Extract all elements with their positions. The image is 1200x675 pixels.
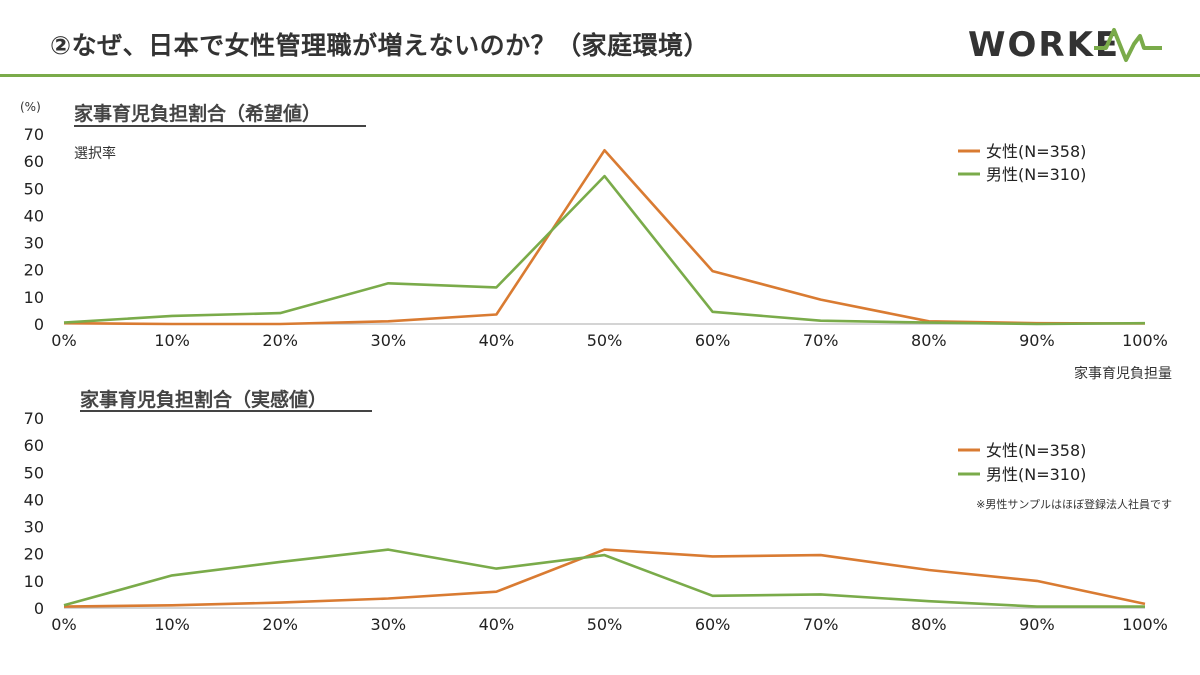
chart-1-y-tick-label: 30 xyxy=(24,518,44,537)
chart-1-x-tick-label: 0% xyxy=(51,615,76,634)
chart-1-x-tick-label: 100% xyxy=(1122,615,1168,634)
chart-1-y-tick-label: 40 xyxy=(24,490,44,509)
chart-1-x-tick-label: 10% xyxy=(154,615,190,634)
chart-1-y-tick-label: 60 xyxy=(24,436,44,455)
logo-x-wave xyxy=(1094,28,1162,62)
chart-1-footnote: ※男性サンプルはほぼ登録法人社員です xyxy=(976,497,1172,511)
chart-0-title: 家事育児負担割合（希望値） xyxy=(74,102,321,125)
chart-1-legend-label-0: 女性(N=358) xyxy=(986,441,1086,460)
workex-logo: WORKE xyxy=(968,25,1162,65)
chart-1-series-line-1 xyxy=(63,548,1145,608)
chart-0-series-line-1 xyxy=(63,174,1146,326)
chart-0-y-tick-label: 50 xyxy=(24,179,44,198)
chart-1-y-tick-label: 20 xyxy=(24,545,44,564)
chart-0-x-tick-label: 80% xyxy=(911,331,947,350)
chart-1-x-tick-label: 90% xyxy=(1019,615,1055,634)
chart-0-y-tick-label: 40 xyxy=(24,206,44,225)
chart-0-x-tick-label: 20% xyxy=(262,331,298,350)
chart-0-x-tick-label: 100% xyxy=(1122,331,1168,350)
chart-1-x-tick-label: 20% xyxy=(262,615,298,634)
chart-0-y-tick-label: 60 xyxy=(24,152,44,171)
chart-1-x-tick-label: 30% xyxy=(371,615,407,634)
chart-1-y-tick-label: 10 xyxy=(24,572,44,591)
chart-1-x-tick-label: 60% xyxy=(695,615,731,634)
chart-0-y-tick-label: 20 xyxy=(24,261,44,280)
chart-0-x-axis-label: 家事育児負担量 xyxy=(1074,365,1172,382)
chart-0-x-tick-label: 60% xyxy=(695,331,731,350)
chart-0-x-tick-label: 90% xyxy=(1019,331,1055,350)
chart-0-x-tick-label: 0% xyxy=(51,331,76,350)
chart-1-x-tick-label: 80% xyxy=(911,615,947,634)
chart-0-legend-label-0: 女性(N=358) xyxy=(986,142,1086,161)
chart-0-x-tick-label: 30% xyxy=(371,331,407,350)
chart-1-title: 家事育児負担割合（実感値） xyxy=(80,388,327,411)
chart-0-x-tick-label: 50% xyxy=(587,331,623,350)
chart-1-series-line-0 xyxy=(63,548,1146,608)
chart-1-y-tick-label: 50 xyxy=(24,463,44,482)
chart-0-y-tick-label: 0 xyxy=(34,315,44,334)
chart-0-y-tick-label: 10 xyxy=(24,288,44,307)
chart-0-y-axis-label: 選択率 xyxy=(74,145,116,162)
slide-header: ②なぜ、日本で女性管理職が増えないのか？（家庭環境） WORKE xyxy=(0,0,1200,77)
chart-0-x-tick-label: 70% xyxy=(803,331,839,350)
chart-0-x-tick-label: 10% xyxy=(154,331,190,350)
chart-1-x-tick-label: 40% xyxy=(479,615,515,634)
chart-0-y-tick-label: 30 xyxy=(24,234,44,253)
chart-1-x-tick-label: 70% xyxy=(803,615,839,634)
header-divider xyxy=(0,74,1200,77)
logo-wordmark: WORKE xyxy=(968,25,1120,65)
chart-0-legend-label-1: 男性(N=310) xyxy=(986,165,1086,184)
chart-0-x-tick-label: 40% xyxy=(479,331,515,350)
chart-0-y-tick-label: 70 xyxy=(24,125,44,144)
chart-1-legend-label-1: 男性(N=310) xyxy=(986,465,1086,484)
page-title: ②なぜ、日本で女性管理職が増えないのか？（家庭環境） xyxy=(50,31,710,60)
chart-1-y-tick-label: 0 xyxy=(34,599,44,618)
chart-1-x-tick-label: 50% xyxy=(587,615,623,634)
chart-0-unit-label: (%) xyxy=(20,100,41,114)
chart-1-y-tick-label: 70 xyxy=(24,409,44,428)
